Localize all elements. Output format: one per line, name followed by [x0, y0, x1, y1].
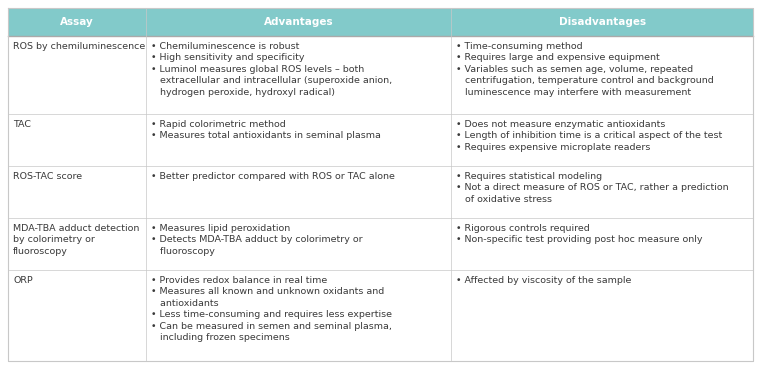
- Text: Disadvantages: Disadvantages: [559, 17, 645, 27]
- Text: Advantages: Advantages: [264, 17, 333, 27]
- Text: • Provides redox balance in real time
• Measures all known and unknown oxidants : • Provides redox balance in real time • …: [151, 276, 392, 342]
- Text: • Does not measure enzymatic antioxidants
• Length of inhibition time is a criti: • Does not measure enzymatic antioxidant…: [457, 120, 722, 152]
- Bar: [8, 8, 753, 35]
- Text: MDA-TBA adduct detection
by colorimetry or
fluoroscopy: MDA-TBA adduct detection by colorimetry …: [13, 224, 139, 256]
- Text: • Rapid colorimetric method
• Measures total antioxidants in seminal plasma: • Rapid colorimetric method • Measures t…: [151, 120, 380, 141]
- Text: TAC: TAC: [13, 120, 31, 129]
- Text: ORP: ORP: [13, 276, 33, 285]
- Text: • Time-consuming method
• Requires large and expensive equipment
• Variables suc: • Time-consuming method • Requires large…: [457, 42, 714, 97]
- Text: • Rigorous controls required
• Non-specific test providing post hoc measure only: • Rigorous controls required • Non-speci…: [457, 224, 702, 244]
- Text: • Chemiluminescence is robust
• High sensitivity and specificity
• Luminol measu: • Chemiluminescence is robust • High sen…: [151, 42, 392, 97]
- Bar: [8, 35, 753, 114]
- Text: • Affected by viscosity of the sample: • Affected by viscosity of the sample: [457, 276, 632, 285]
- Bar: [8, 166, 753, 218]
- Text: • Requires statistical modeling
• Not a direct measure of ROS or TAC, rather a p: • Requires statistical modeling • Not a …: [457, 172, 729, 204]
- Text: • Better predictor compared with ROS or TAC alone: • Better predictor compared with ROS or …: [151, 172, 395, 181]
- Text: • Measures lipid peroxidation
• Detects MDA-TBA adduct by colorimetry or
   fluo: • Measures lipid peroxidation • Detects …: [151, 224, 362, 256]
- Text: Assay: Assay: [60, 17, 94, 27]
- Bar: [8, 270, 753, 361]
- Text: ROS-TAC score: ROS-TAC score: [13, 172, 82, 181]
- Bar: [8, 114, 753, 166]
- Text: ROS by chemiluminescence: ROS by chemiluminescence: [13, 42, 145, 51]
- Bar: [8, 218, 753, 270]
